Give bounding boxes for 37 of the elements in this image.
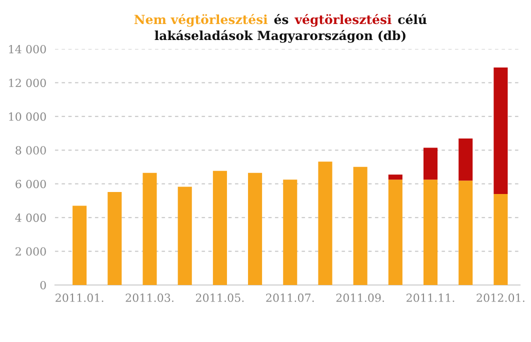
bar (388, 180, 402, 285)
x-tick-label: 2011.05. (196, 294, 244, 302)
x-tick-label: 2011.11. (406, 294, 454, 302)
y-tick-label: 2 000 (16, 247, 46, 256)
y-tick-label: 12 000 (9, 78, 46, 88)
bar (72, 206, 87, 285)
text: és (274, 14, 288, 24)
x-tick-label: 2011.01. (56, 294, 104, 302)
bar (248, 172, 262, 285)
bar (108, 192, 122, 285)
x-tick-label: 2011.09. (336, 294, 384, 302)
bar (494, 68, 508, 194)
bar (458, 138, 473, 181)
bar (142, 172, 157, 285)
x-tick-label: 2011.07. (266, 294, 314, 302)
bar (458, 180, 473, 285)
y-tick-label: 14 000 (9, 44, 46, 54)
chart-title: lakáseladások Magyarországon (db) (154, 30, 406, 43)
text: Nem végtörlesztési (134, 14, 268, 27)
bar (494, 194, 508, 285)
y-tick-label: 6 000 (16, 180, 46, 188)
text: célú (398, 14, 427, 24)
x-tick-label: 2012.01. (476, 294, 524, 302)
bar (423, 148, 438, 180)
bar (212, 170, 227, 285)
y-tick-label: 0 (40, 280, 46, 290)
bar (353, 166, 368, 285)
bar (318, 162, 332, 285)
bar (423, 180, 438, 285)
x-tick-label: 2011.03. (126, 294, 174, 302)
bar (178, 186, 192, 285)
text: végtörlesztési (294, 14, 392, 27)
y-tick-label: 10 000 (9, 112, 46, 121)
y-tick-label: 4 000 (15, 214, 46, 222)
bar (283, 180, 298, 285)
bar (388, 174, 402, 180)
y-tick-label: 8 000 (16, 146, 46, 155)
